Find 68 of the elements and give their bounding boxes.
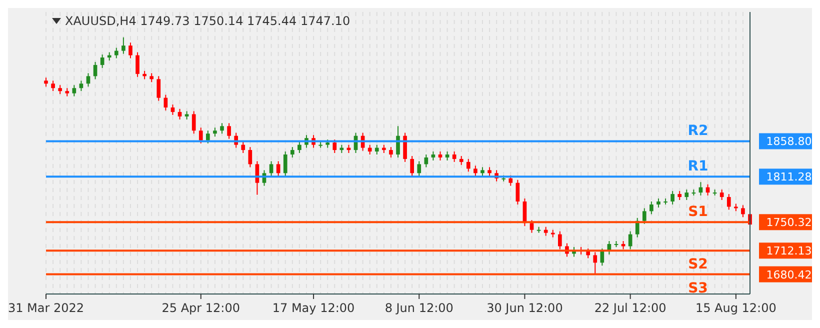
candlestick	[79, 80, 84, 92]
x-tick-label: 15 Aug 12:00	[695, 301, 776, 315]
candlestick	[452, 151, 456, 162]
y-tick-label: 1680.42	[766, 268, 812, 282]
candlestick	[466, 158, 470, 172]
candlestick	[290, 146, 294, 158]
candlestick	[670, 190, 674, 205]
candlestick	[156, 76, 161, 102]
candlestick	[192, 110, 196, 134]
candlestick	[227, 122, 231, 140]
candlestick	[136, 52, 140, 78]
candlestick	[206, 130, 210, 144]
candlestick	[600, 248, 604, 266]
candlestick	[298, 141, 302, 154]
ref-line-label: R1	[688, 158, 708, 175]
candlestick	[726, 194, 731, 210]
candlestick	[417, 160, 422, 177]
candlestick	[178, 108, 182, 120]
candlestick	[72, 84, 76, 97]
candlestick	[516, 179, 520, 205]
candlestick	[170, 104, 175, 116]
chart-title: XAUUSD,H4 1749.73 1750.14 1745.44 1747.10	[65, 14, 350, 28]
ref-line-label: S1	[688, 204, 708, 220]
candlestick	[332, 139, 337, 154]
candlestick	[276, 160, 280, 177]
x-tick-label: 17 May 12:00	[272, 301, 355, 315]
candlestick	[114, 47, 118, 59]
candlestick	[642, 208, 646, 224]
candlestick	[684, 189, 689, 200]
candlestick	[593, 252, 598, 274]
y-tick-label: 1811.28	[766, 170, 812, 184]
y-tick-label: 1712.13	[766, 244, 812, 258]
candlestick	[720, 189, 724, 200]
ref-line-label: S2	[688, 256, 708, 273]
candlestick	[424, 154, 428, 168]
candlestick	[269, 160, 274, 177]
candlestick	[122, 36, 126, 54]
candlestick	[410, 155, 414, 177]
y-tick-label: 1750.32	[766, 216, 812, 230]
candlestick	[241, 141, 246, 154]
candlestick	[650, 200, 654, 215]
candlestick	[374, 144, 379, 155]
candlestick	[628, 230, 632, 250]
x-tick-label: 25 Apr 12:00	[162, 301, 240, 315]
y-tick-label: 1858.80	[766, 135, 812, 148]
candlestick	[248, 146, 252, 168]
candlestick	[741, 204, 745, 218]
candlestick	[128, 42, 132, 59]
candlestick	[530, 220, 534, 234]
ref-line-label: S3	[688, 280, 708, 296]
candlestick	[198, 127, 203, 144]
candlestick	[558, 230, 562, 250]
x-tick-label: 22 Jul 12:00	[594, 301, 666, 315]
x-tick-label: 30 Jun 12:00	[486, 301, 563, 315]
candlestick	[403, 132, 407, 162]
candlestick	[93, 61, 98, 80]
candlestick	[368, 144, 372, 155]
candlestick	[220, 122, 224, 134]
candlestick	[51, 80, 55, 92]
candlestick	[396, 126, 400, 158]
candlestick	[86, 72, 90, 88]
candlestick	[474, 165, 478, 177]
candlestick	[389, 146, 393, 158]
ref-line-label: R2	[688, 123, 708, 140]
x-tick-label: 31 Mar 2022	[8, 301, 84, 315]
x-tick-label: 8 Jun 12:00	[384, 301, 454, 315]
candlestick	[283, 151, 288, 177]
candlestick	[100, 54, 104, 68]
